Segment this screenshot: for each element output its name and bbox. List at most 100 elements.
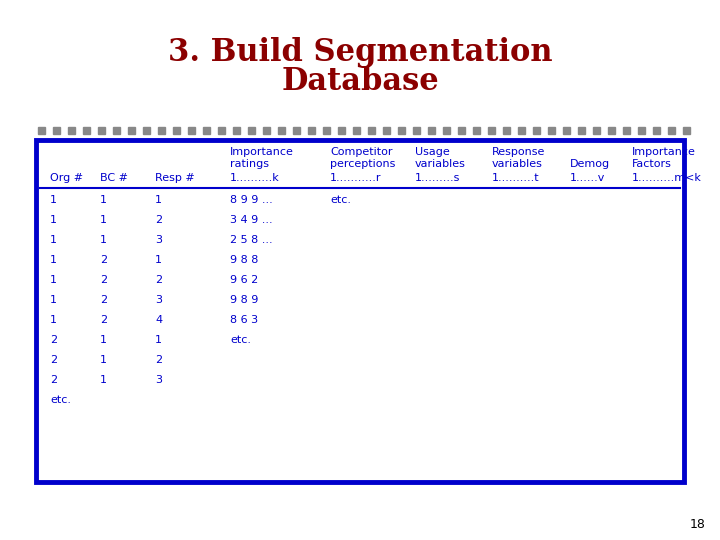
Bar — [308, 126, 315, 133]
Text: 1: 1 — [50, 295, 57, 305]
Bar — [323, 126, 330, 133]
Bar — [263, 126, 270, 133]
Bar — [413, 126, 420, 133]
Text: Importance: Importance — [230, 147, 294, 157]
Text: Org #: Org # — [50, 173, 83, 183]
Bar — [188, 126, 195, 133]
Bar — [98, 126, 105, 133]
Bar — [203, 126, 210, 133]
Text: ratings: ratings — [230, 159, 269, 169]
Bar — [623, 126, 630, 133]
Text: 1..........m<k: 1..........m<k — [632, 173, 702, 183]
Bar — [368, 126, 375, 133]
Text: Resp #: Resp # — [155, 173, 194, 183]
Bar — [128, 126, 135, 133]
Bar — [36, 140, 684, 482]
Text: 2: 2 — [100, 295, 107, 305]
Text: 1: 1 — [100, 375, 107, 385]
Text: 1: 1 — [155, 255, 162, 265]
Text: 2: 2 — [155, 275, 162, 285]
Text: 2: 2 — [100, 255, 107, 265]
Text: Response: Response — [492, 147, 545, 157]
Text: 1: 1 — [50, 235, 57, 245]
Bar — [158, 126, 165, 133]
Text: 9 8 8: 9 8 8 — [230, 255, 258, 265]
Text: 3 4 9 ...: 3 4 9 ... — [230, 215, 273, 225]
Bar — [83, 126, 90, 133]
Text: 2: 2 — [50, 335, 57, 345]
Bar — [173, 126, 180, 133]
Text: BC #: BC # — [100, 173, 128, 183]
Text: 1: 1 — [50, 275, 57, 285]
Bar — [353, 126, 360, 133]
Text: Factors: Factors — [632, 159, 672, 169]
Bar — [113, 126, 120, 133]
Bar — [443, 126, 450, 133]
Bar — [533, 126, 540, 133]
Text: 3: 3 — [155, 375, 162, 385]
Text: etc.: etc. — [50, 395, 71, 405]
Bar — [143, 126, 150, 133]
Bar — [53, 126, 60, 133]
Bar — [398, 126, 405, 133]
Text: variables: variables — [415, 159, 466, 169]
Text: 1: 1 — [50, 315, 57, 325]
Text: 1: 1 — [155, 195, 162, 205]
Bar — [578, 126, 585, 133]
Text: Importance: Importance — [632, 147, 696, 157]
Bar — [503, 126, 510, 133]
Text: 1: 1 — [100, 355, 107, 365]
Text: 1...........r: 1...........r — [330, 173, 382, 183]
Text: Competitor: Competitor — [330, 147, 392, 157]
Text: 3: 3 — [155, 235, 162, 245]
Bar — [338, 126, 345, 133]
Bar — [488, 126, 495, 133]
Text: 3: 3 — [155, 295, 162, 305]
Bar — [683, 126, 690, 133]
Bar — [248, 126, 255, 133]
Text: 2: 2 — [155, 355, 162, 365]
Text: 1..........t: 1..........t — [492, 173, 539, 183]
Bar — [518, 126, 525, 133]
Text: 2: 2 — [100, 275, 107, 285]
Bar — [638, 126, 645, 133]
Text: 1: 1 — [50, 215, 57, 225]
Text: 1: 1 — [100, 235, 107, 245]
Text: 1: 1 — [100, 195, 107, 205]
Text: etc.: etc. — [230, 335, 251, 345]
Text: 18: 18 — [690, 518, 706, 531]
Text: 9 8 9: 9 8 9 — [230, 295, 258, 305]
Bar — [278, 126, 285, 133]
Bar — [608, 126, 615, 133]
Text: 1.........s: 1.........s — [415, 173, 460, 183]
Text: Database: Database — [281, 66, 439, 98]
Bar — [68, 126, 75, 133]
Bar — [458, 126, 465, 133]
Text: 1: 1 — [100, 335, 107, 345]
Text: Usage: Usage — [415, 147, 450, 157]
Bar — [593, 126, 600, 133]
Text: 8 6 3: 8 6 3 — [230, 315, 258, 325]
Bar — [548, 126, 555, 133]
Bar — [38, 126, 45, 133]
Bar — [653, 126, 660, 133]
Text: 1: 1 — [100, 215, 107, 225]
Text: 8 9 9 ...: 8 9 9 ... — [230, 195, 273, 205]
Text: 1: 1 — [155, 335, 162, 345]
Text: variables: variables — [492, 159, 543, 169]
Text: 1......v: 1......v — [570, 173, 606, 183]
Bar — [233, 126, 240, 133]
Text: 2: 2 — [100, 315, 107, 325]
Text: perceptions: perceptions — [330, 159, 395, 169]
Text: 4: 4 — [155, 315, 162, 325]
Text: Demog: Demog — [570, 159, 610, 169]
Bar — [218, 126, 225, 133]
Bar — [293, 126, 300, 133]
Text: 2 5 8 ...: 2 5 8 ... — [230, 235, 273, 245]
Bar — [668, 126, 675, 133]
Text: 3. Build Segmentation: 3. Build Segmentation — [168, 37, 552, 68]
Text: 1: 1 — [50, 255, 57, 265]
Text: 2: 2 — [50, 375, 57, 385]
Bar — [383, 126, 390, 133]
Bar — [428, 126, 435, 133]
